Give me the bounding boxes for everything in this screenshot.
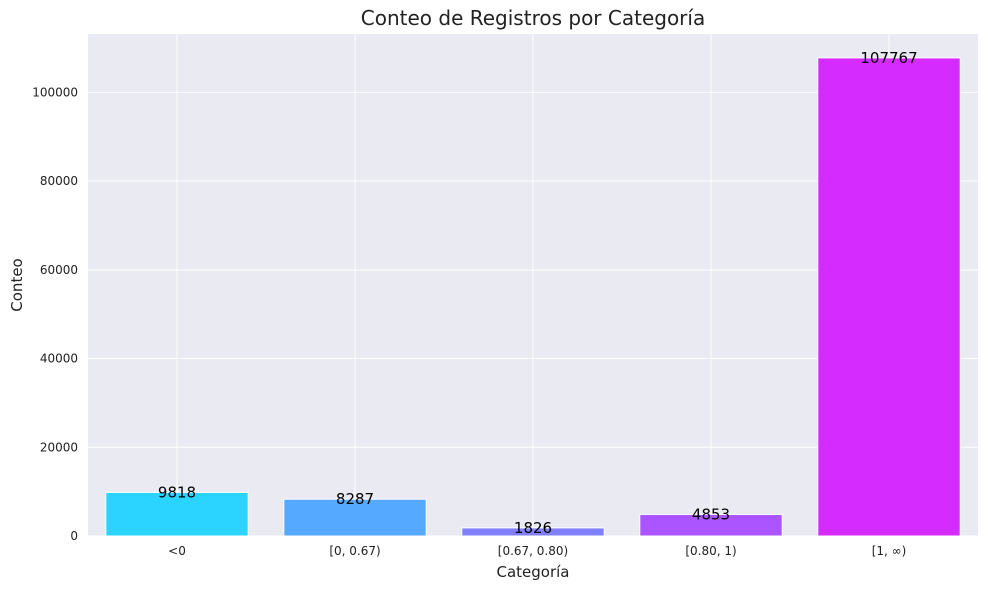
bar-value-label: 4853 bbox=[692, 505, 730, 523]
x-axis-title: Categoría bbox=[496, 563, 569, 581]
x-tick-labels: <0 [0, 0.67) [0.67, 0.80) [0.80, 1) [1, ∞) bbox=[168, 544, 906, 558]
bar bbox=[283, 498, 427, 537]
bar bbox=[105, 491, 249, 537]
y-axis-title: Conteo bbox=[8, 258, 26, 311]
bar bbox=[639, 513, 783, 537]
bar-value-label: 107767 bbox=[860, 49, 917, 67]
bar bbox=[817, 57, 961, 537]
bar-value-label: 8287 bbox=[336, 490, 374, 508]
x-tick-label: [0, 0.67) bbox=[329, 544, 380, 558]
y-tick-labels: 0 20000 40000 60000 80000 100000 bbox=[32, 85, 78, 543]
y-tick-label: 100000 bbox=[32, 85, 78, 99]
y-tick-label: 40000 bbox=[40, 352, 78, 366]
y-tick-label: 60000 bbox=[40, 263, 78, 277]
x-tick-label: [1, ∞) bbox=[872, 544, 907, 558]
y-tick-label: 0 bbox=[70, 529, 78, 543]
bar-value-label: 1826 bbox=[514, 519, 552, 537]
bar bbox=[461, 527, 605, 537]
bar-value-label: 9818 bbox=[158, 483, 196, 501]
x-tick-label: <0 bbox=[168, 544, 186, 558]
y-tick-label: 20000 bbox=[40, 440, 78, 454]
bars bbox=[105, 57, 961, 537]
y-tick-label: 80000 bbox=[40, 174, 78, 188]
data-labels: 9818 8287 1826 4853 107767 bbox=[158, 49, 918, 537]
x-tick-label: [0.80, 1) bbox=[685, 544, 736, 558]
chart-title: Conteo de Registros por Categoría bbox=[361, 6, 705, 30]
x-tick-label: [0.67, 0.80) bbox=[498, 544, 568, 558]
